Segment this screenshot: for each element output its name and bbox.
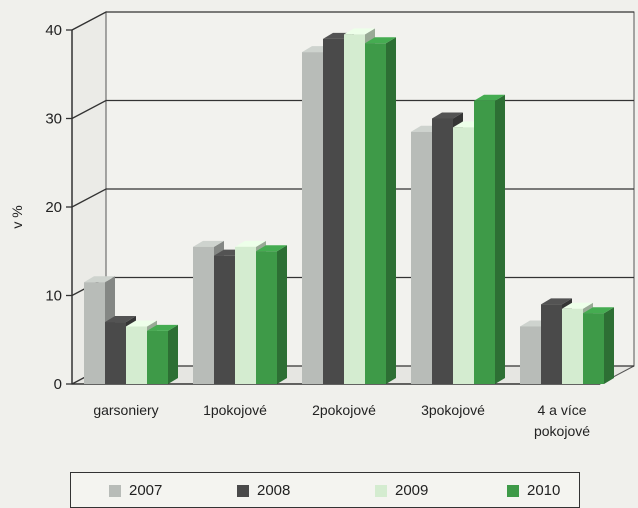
y-tick-label: 40 [45,22,62,39]
legend-item: 2009 [375,482,428,499]
bar-2008 [105,322,126,384]
bar-top-2007 [193,240,224,247]
bar-top-2008 [541,298,572,305]
x-tick-label: 4 a více [537,402,586,418]
bar-2007 [193,246,214,384]
legend-label: 2007 [129,482,163,499]
bar-2009 [344,34,365,385]
bar-top-2010 [365,37,396,44]
bar-top-2009 [344,28,375,35]
bar-2009 [235,246,256,384]
legend-label: 2008 [257,482,291,499]
y-axis-label: v % [9,205,25,228]
bar-2008 [432,118,453,384]
bar-2008 [323,38,344,384]
gridline [71,11,634,31]
legend-swatch [237,484,249,497]
bar-top-2010 [474,94,505,101]
bar-top-2010 [583,307,614,314]
bar-top-2009 [235,240,266,247]
bar-top-2009 [562,302,593,309]
y-tick-label: 0 [54,376,62,393]
bar-side-2010 [168,324,178,384]
legend-item: 2010 [507,482,560,499]
bar-top-2010 [147,324,178,331]
legend-label: 2009 [395,482,429,499]
bar-top-2008 [105,316,136,323]
y-tick-label: 20 [45,199,62,216]
legend-item: 2008 [237,482,290,499]
bar-top-2009 [126,320,157,327]
legend: 2007 2008 2009 2010 [70,472,580,508]
bar-side-2010 [277,245,287,384]
bar-2007 [520,326,541,384]
bar-2008 [214,255,235,384]
bar-2010 [583,313,604,384]
x-tick-label: pokojové [534,423,590,439]
bar-top-2007 [84,276,115,283]
bar-2009 [453,127,474,384]
bar-chart: 0 10 20 30 40 v % garsoniery 1pokojové 2pokojové… [9,11,635,439]
legend-item: 2007 [109,482,162,499]
gridline [71,99,634,120]
bar-2010 [365,43,386,385]
bar-top-2010 [256,245,287,252]
legend-label: 2010 [527,482,561,499]
bar-top-2008 [432,112,463,119]
bar-2010 [256,251,277,384]
bar-2008 [541,304,562,384]
y-tick-label: 30 [45,111,62,128]
bar-2007 [411,131,432,384]
bar-side-2010 [604,307,614,384]
bar-2010 [147,330,168,384]
y-tick-label: 10 [45,288,62,305]
bar-side-2010 [495,94,505,385]
bar-2009 [562,308,583,384]
bar-2010 [474,100,495,385]
x-tick-label: 2pokojové [312,402,376,418]
legend-swatch [507,484,519,497]
bar-2007 [302,52,323,384]
x-tick-label: garsoniery [93,402,158,418]
x-tick-label: 1pokojové [203,402,267,418]
bar-2009 [126,326,147,384]
legend-swatch [109,484,121,497]
bar-2007 [84,282,105,384]
x-tick-label: 3pokojové [421,402,485,418]
legend-swatch [375,484,387,497]
bar-side-2010 [386,37,396,385]
